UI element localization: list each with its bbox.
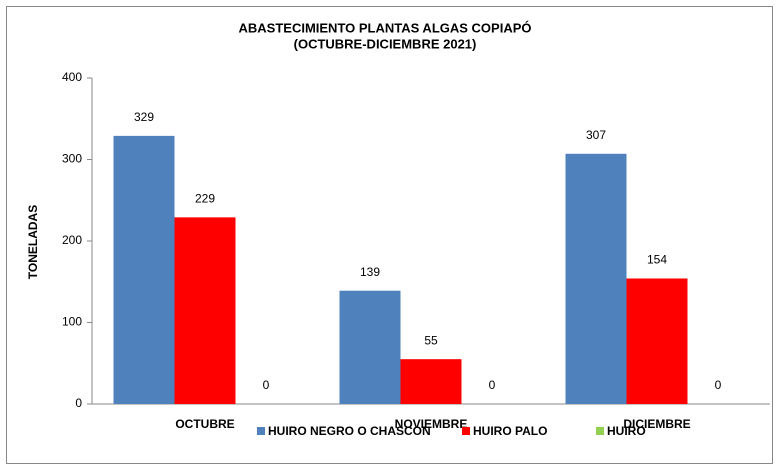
legend-label: HUIRO PALO	[473, 424, 547, 438]
y-axis-label: TONELADAS	[26, 205, 40, 279]
legend-label: HUIRO NEGRO O CHASCON	[268, 424, 431, 438]
legend-swatch	[257, 427, 265, 435]
x-tick-label: NOVIEMBRE	[395, 417, 468, 431]
x-tick-label: DICIEMBRE	[623, 417, 690, 431]
x-tick-label: OCTUBRE	[175, 417, 234, 431]
y-tick-label: 200	[62, 233, 82, 247]
data-label: 307	[586, 128, 606, 142]
data-label: 229	[195, 192, 215, 206]
bar	[339, 290, 401, 404]
legend-swatch	[462, 427, 470, 435]
bar	[626, 278, 688, 404]
y-tick-label: 300	[62, 152, 82, 166]
data-label: 55	[424, 333, 438, 347]
data-label: 0	[715, 378, 722, 392]
data-label: 0	[263, 378, 270, 392]
legend-label: HUIRO	[607, 424, 646, 438]
y-tick-label: 0	[75, 396, 82, 410]
data-label: 154	[647, 253, 667, 267]
bar	[400, 359, 462, 404]
y-tick-label: 100	[62, 315, 82, 329]
bar	[113, 135, 175, 405]
data-label: 0	[489, 378, 496, 392]
y-tick-label: 400	[62, 70, 82, 84]
bar	[565, 153, 627, 404]
data-label: 139	[360, 265, 380, 279]
bar	[174, 217, 236, 404]
legend-swatch	[596, 427, 604, 435]
chart-subtitle: (OCTUBRE-DICIEMBRE 2021)	[294, 36, 477, 51]
data-label: 329	[134, 110, 154, 124]
chart-title: ABASTECIMIENTO PLANTAS ALGAS COPIAPÓ	[239, 20, 532, 35]
